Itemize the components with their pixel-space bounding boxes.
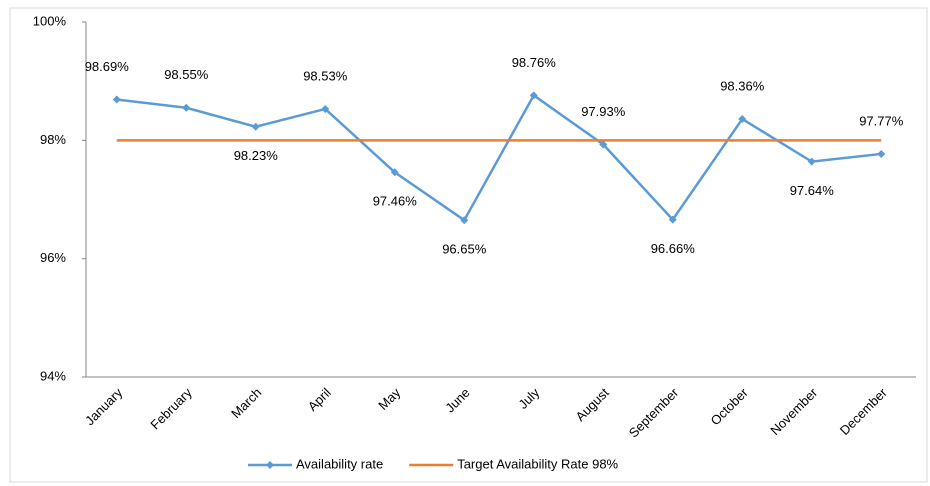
y-tick-label: 98% xyxy=(40,132,66,147)
data-point xyxy=(182,103,191,112)
data-label: 98.53% xyxy=(303,68,348,83)
y-tick-label: 96% xyxy=(40,250,66,265)
data-point xyxy=(877,149,886,158)
data-label: 98.76% xyxy=(512,55,557,70)
legend-marker xyxy=(266,461,274,469)
data-label: 97.46% xyxy=(373,194,418,209)
legend-label: Availability rate xyxy=(296,456,383,471)
data-label: 98.23% xyxy=(234,148,279,163)
data-point xyxy=(738,115,747,124)
y-tick-label: 100% xyxy=(33,13,67,28)
legend-label: Target Availability Rate 98% xyxy=(457,456,618,471)
data-label: 96.65% xyxy=(442,242,487,257)
data-label: 97.77% xyxy=(859,113,904,128)
data-label: 97.93% xyxy=(581,104,626,119)
data-point xyxy=(460,216,469,225)
data-point xyxy=(251,122,260,131)
data-point xyxy=(529,91,538,100)
data-label: 98.55% xyxy=(164,67,209,82)
chart-frame xyxy=(9,7,928,483)
series-line xyxy=(116,93,882,223)
data-point xyxy=(112,95,121,104)
data-point xyxy=(668,215,677,224)
y-tick-label: 94% xyxy=(40,368,66,383)
data-point xyxy=(599,140,608,149)
data-label: 98.36% xyxy=(720,78,765,93)
data-point xyxy=(321,104,330,113)
data-point xyxy=(807,157,816,166)
data-label: 98.69% xyxy=(85,59,130,74)
data-label: 97.64% xyxy=(790,183,835,198)
data-point xyxy=(390,168,399,177)
data-label: 96.66% xyxy=(651,241,696,256)
